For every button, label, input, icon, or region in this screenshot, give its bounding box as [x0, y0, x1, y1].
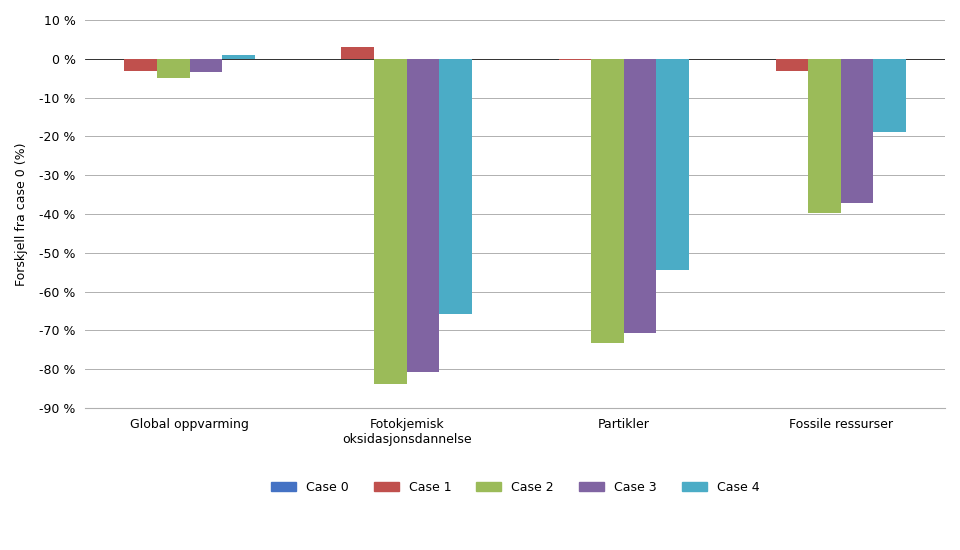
Bar [591, 59, 624, 343]
Bar [657, 59, 689, 270]
Bar [189, 59, 222, 72]
Bar [222, 56, 254, 59]
Bar [559, 59, 591, 60]
Bar [157, 59, 189, 78]
Bar [342, 47, 374, 59]
Bar [874, 59, 906, 131]
Bar [374, 59, 407, 384]
Legend: Case 0, Case 1, Case 2, Case 3, Case 4: Case 0, Case 1, Case 2, Case 3, Case 4 [266, 476, 764, 499]
Bar [841, 59, 874, 203]
Y-axis label: Forskjell fra case 0 (%): Forskjell fra case 0 (%) [15, 142, 28, 285]
Bar [808, 59, 841, 213]
Bar [776, 59, 808, 72]
Bar [125, 59, 157, 71]
Bar [407, 59, 439, 372]
Bar [624, 59, 657, 333]
Bar [439, 59, 471, 314]
